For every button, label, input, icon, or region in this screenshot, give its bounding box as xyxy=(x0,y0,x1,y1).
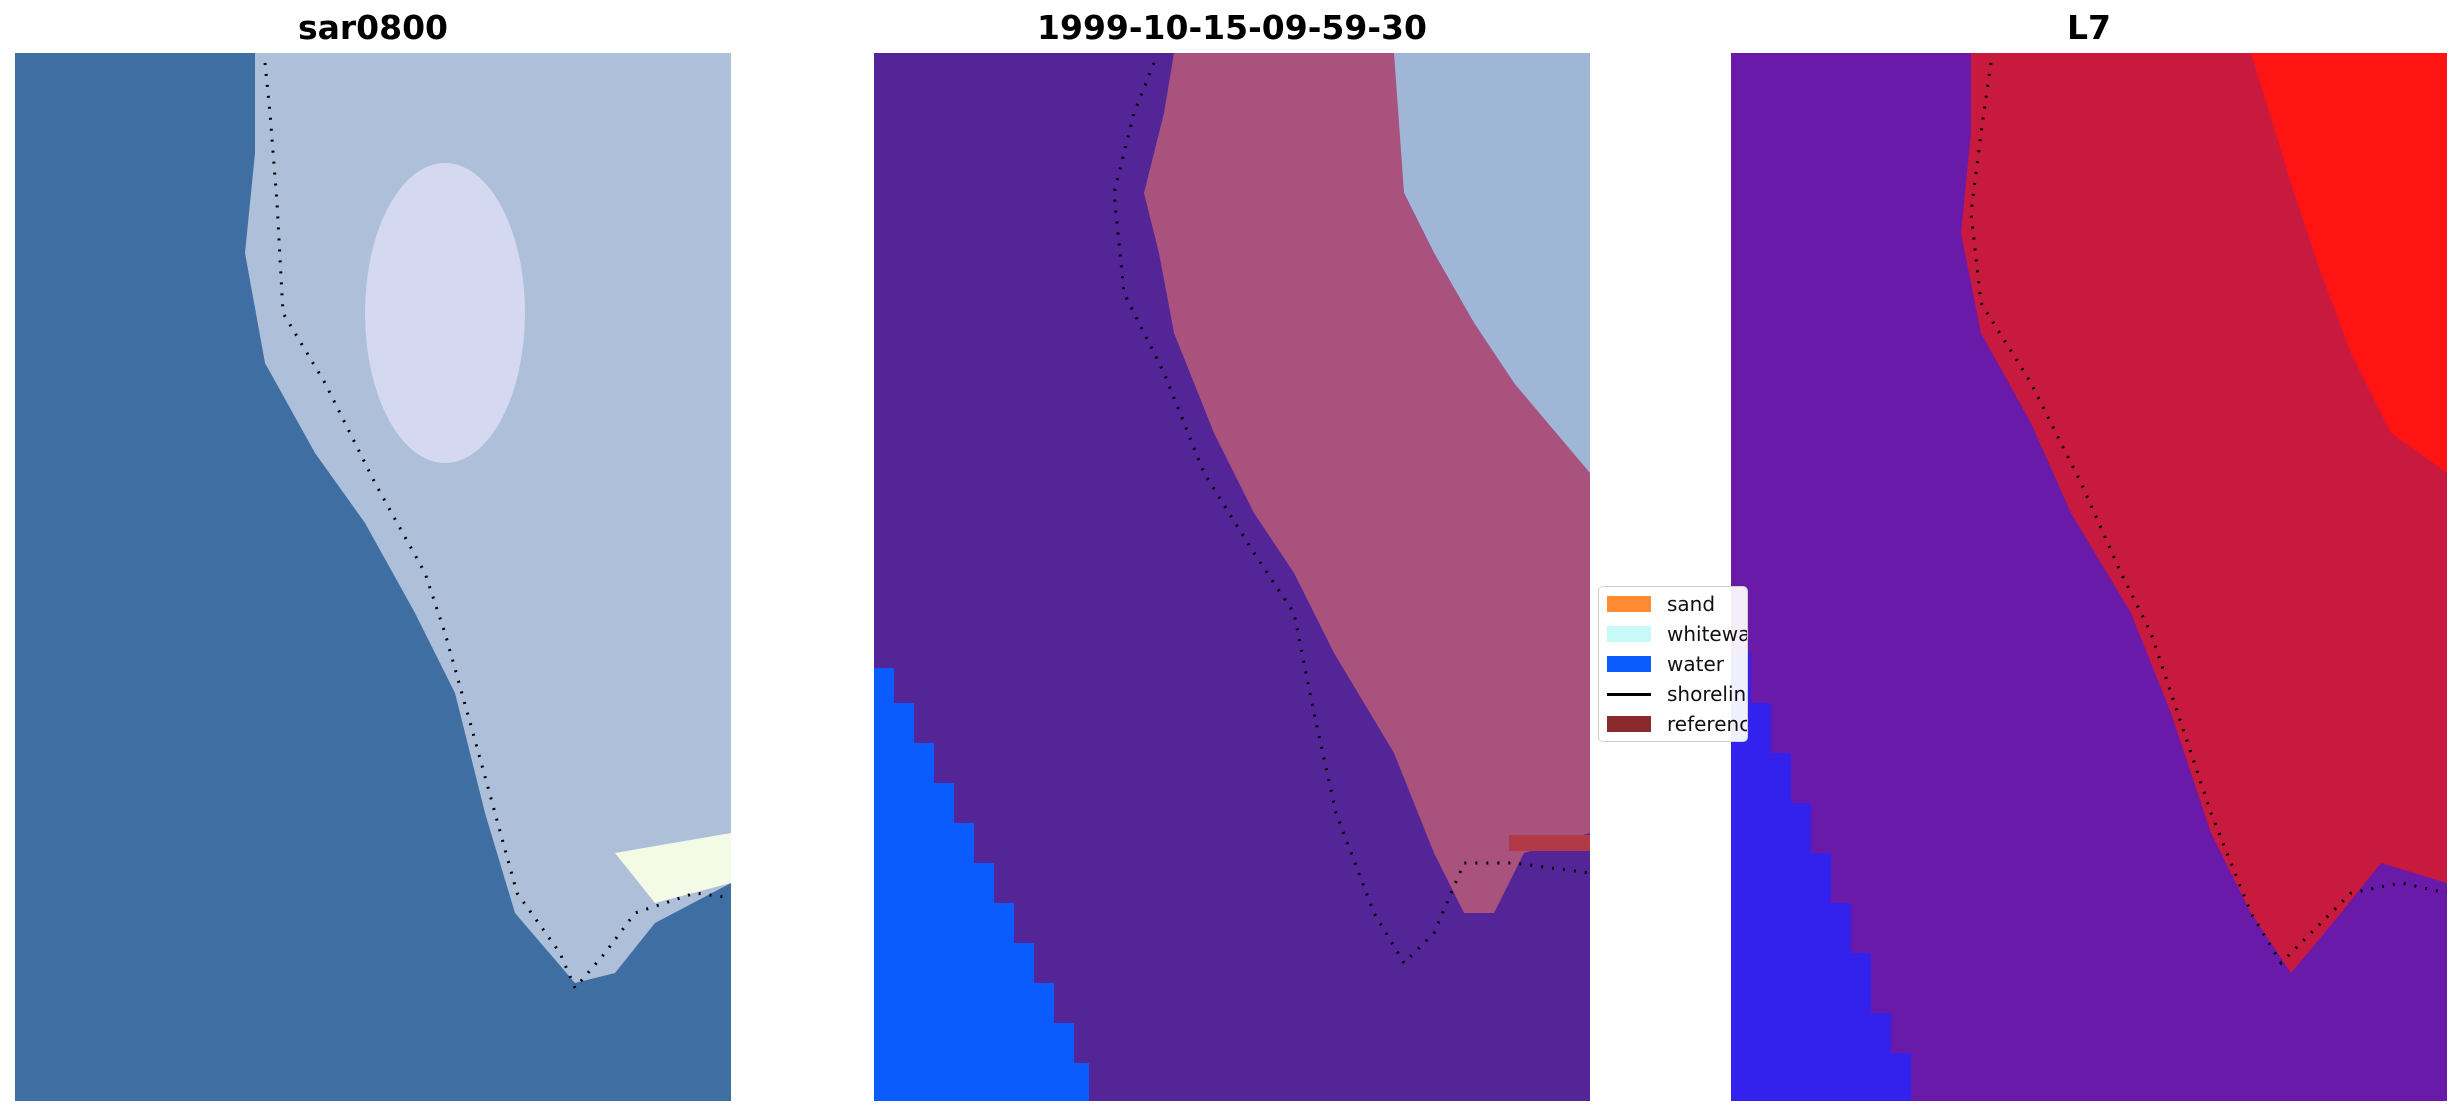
bright-land-patch xyxy=(365,163,525,463)
legend-label: reference shoreline xyxy=(1667,712,1747,736)
legend-item-reference-shoreline: reference shoreline xyxy=(1607,711,1747,737)
legend-label: shoreline xyxy=(1667,682,1747,706)
shoreline-line-swatch xyxy=(1607,692,1651,696)
rgb-image-panel xyxy=(15,53,731,1101)
panel-title-date: 1999-10-15-09-59-30 xyxy=(1037,8,1427,47)
legend-item-water: water xyxy=(1607,651,1724,677)
water-class-area xyxy=(874,668,1089,1101)
reference-shoreline-swatch xyxy=(1607,716,1651,732)
legend-item-whitewater: whitewater xyxy=(1607,621,1748,647)
probability-image-panel xyxy=(1731,53,2447,1101)
sand-swatch xyxy=(1607,596,1651,612)
whitewater-patch xyxy=(615,833,731,903)
whitewater-swatch xyxy=(1607,626,1651,642)
legend-label: sand xyxy=(1667,592,1716,616)
unclassified-area xyxy=(1394,53,1590,473)
legend-label: whitewater xyxy=(1667,622,1748,646)
legend-label: water xyxy=(1667,652,1724,676)
high-probability-area xyxy=(2251,53,2447,473)
sand-overlay-area xyxy=(1144,53,1590,913)
probability-image xyxy=(1731,53,2447,1101)
panel-title-sar0800: sar0800 xyxy=(297,8,449,47)
rgb-image xyxy=(15,53,731,1101)
panel-title-l7: L7 xyxy=(2067,8,2111,47)
legend-item-sand: sand xyxy=(1607,591,1715,617)
legend: sand whitewater water shoreline referenc… xyxy=(1598,586,1748,742)
classified-image-panel xyxy=(874,53,1590,1101)
water-probability-area xyxy=(1731,653,1911,1101)
shoreline-dotted xyxy=(1969,62,2447,966)
legend-item-shoreline: shoreline xyxy=(1607,681,1747,707)
water-swatch xyxy=(1607,656,1651,672)
classified-image xyxy=(874,53,1590,1101)
reference-shoreline-band xyxy=(1509,835,1590,851)
